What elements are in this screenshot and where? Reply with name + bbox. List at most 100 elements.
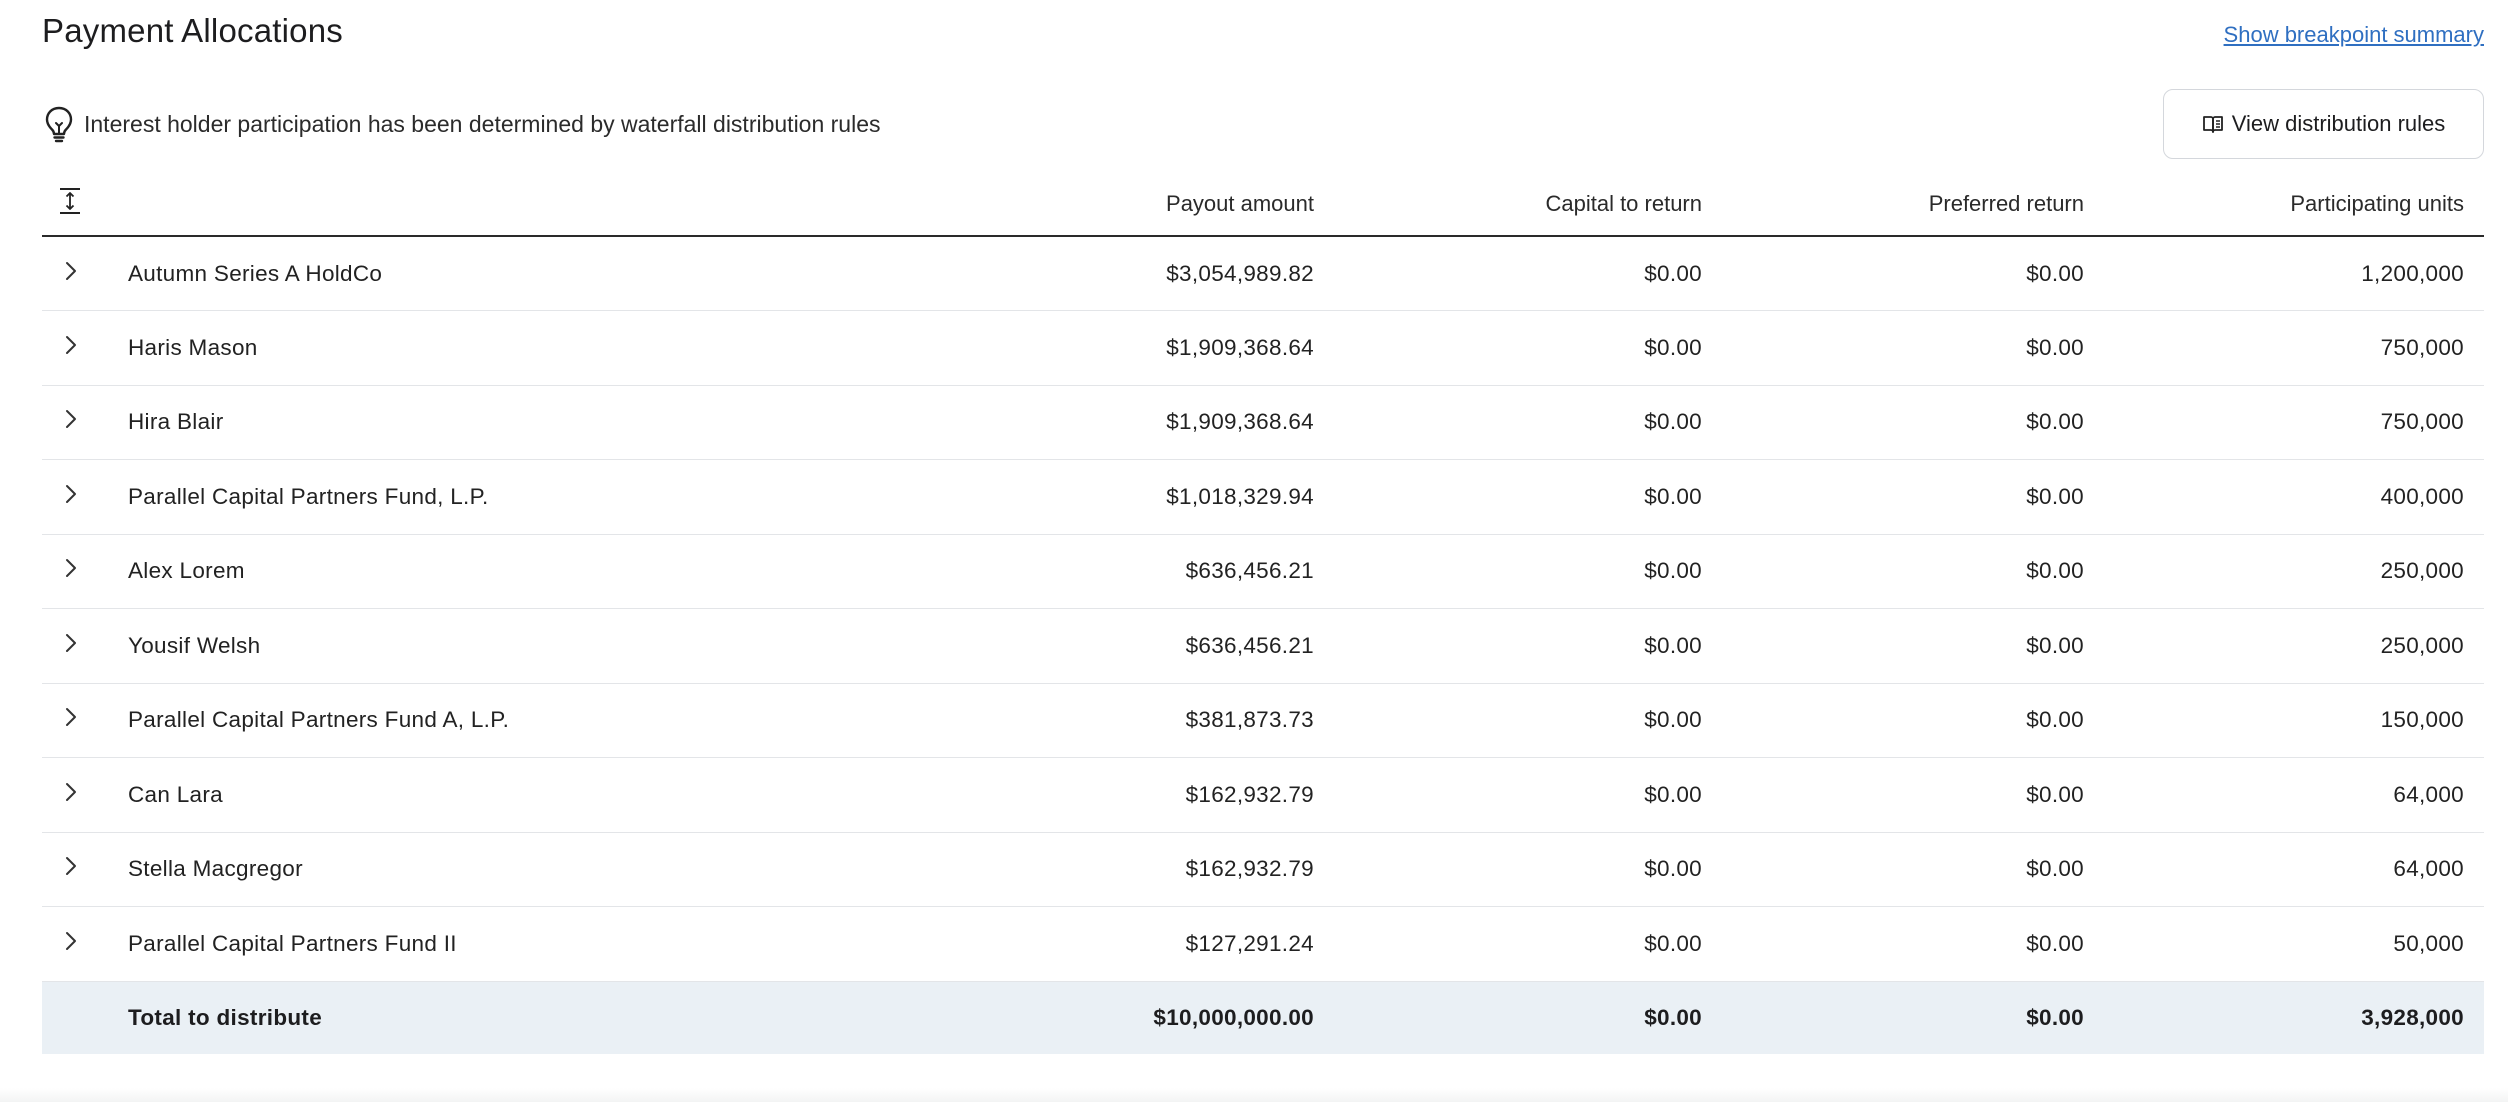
holder-name: Parallel Capital Partners Fund II: [128, 906, 828, 982]
row-expand-cell: [42, 906, 128, 982]
preferred-return: $0.00: [1702, 832, 2084, 907]
row-expand-cell: [42, 608, 128, 684]
payout-amount: $636,456.21: [828, 534, 1314, 609]
holder-name: Autumn Series A HoldCo: [128, 236, 828, 311]
payout-amount: $381,873.73: [828, 683, 1314, 758]
payout-column-header[interactable]: Payout amount: [828, 173, 1314, 237]
capital-to-return: $0.00: [1314, 832, 1702, 907]
row-expand-cell: [42, 310, 128, 386]
view-distribution-rules-button[interactable]: View distribution rules: [2163, 89, 2484, 159]
chevron-right-icon[interactable]: [63, 483, 79, 505]
preferred-return: $0.00: [1702, 608, 2084, 684]
capital-to-return: $0.00: [1314, 608, 1702, 684]
participating-units: 150,000: [2084, 683, 2484, 758]
payout-amount: $1,909,368.64: [828, 385, 1314, 460]
holder-name: Can Lara: [128, 757, 828, 833]
holder-name: Hira Blair: [128, 385, 828, 460]
holder-name: Parallel Capital Partners Fund, L.P.: [128, 459, 828, 535]
row-expand-cell: [42, 236, 128, 311]
preferred-return: $0.00: [1702, 236, 2084, 311]
table-row[interactable]: Parallel Capital Partners Fund II $127,29…: [42, 906, 2484, 982]
participating-units: 50,000: [2084, 906, 2484, 982]
participating-units: 1,200,000: [2084, 236, 2484, 311]
info-message: Interest holder participation has been d…: [42, 105, 881, 143]
holder-name: Stella Macgregor: [128, 832, 828, 907]
payout-amount: $1,909,368.64: [828, 310, 1314, 386]
total-preferred: $0.00: [1702, 981, 2084, 1054]
preferred-return: $0.00: [1702, 534, 2084, 609]
chevron-right-icon[interactable]: [63, 855, 79, 877]
total-label: Total to distribute: [128, 981, 828, 1054]
table-row[interactable]: Hira Blair $1,909,368.64 $0.00 $0.00 750,000: [42, 385, 2484, 460]
holder-name: Yousif Welsh: [128, 608, 828, 684]
row-expand-cell: [42, 757, 128, 833]
participating-units: 750,000: [2084, 310, 2484, 386]
row-expand-cell: [42, 385, 128, 460]
lightbulb-icon: [42, 105, 76, 143]
table-row[interactable]: Autumn Series A HoldCo $3,054,989.82 $0.00…: [42, 236, 2484, 311]
preferred-return: $0.00: [1702, 310, 2084, 386]
preferred-return: $0.00: [1702, 385, 2084, 460]
payout-amount: $127,291.24: [828, 906, 1314, 982]
info-text: Interest holder participation has been d…: [84, 110, 881, 137]
total-capital: $0.00: [1314, 981, 1702, 1054]
payout-amount: $162,932.79: [828, 832, 1314, 907]
payout-amount: $162,932.79: [828, 757, 1314, 833]
total-row: Total to distribute $10,000,000.00 $0.00…: [42, 981, 2484, 1054]
chevron-right-icon[interactable]: [63, 632, 79, 654]
chevron-right-icon[interactable]: [63, 706, 79, 728]
capital-to-return: $0.00: [1314, 757, 1702, 833]
participating-units: 64,000: [2084, 757, 2484, 833]
total-units: 3,928,000: [2084, 981, 2484, 1054]
total-payout: $10,000,000.00: [828, 981, 1314, 1054]
capital-to-return: $0.00: [1314, 459, 1702, 535]
payout-amount: $3,054,989.82: [828, 236, 1314, 311]
table-header-row: Payout amount Capital to return Preferre…: [42, 173, 2484, 237]
holder-name: Haris Mason: [128, 310, 828, 386]
chevron-right-icon[interactable]: [63, 408, 79, 430]
chevron-right-icon[interactable]: [63, 260, 79, 282]
payout-amount: $636,456.21: [828, 608, 1314, 684]
chevron-right-icon[interactable]: [63, 930, 79, 952]
table-row[interactable]: Stella Macgregor $162,932.79 $0.00 $0.00 64,…: [42, 832, 2484, 907]
view-distribution-rules-label: View distribution rules: [2231, 111, 2446, 136]
preferred-return: $0.00: [1702, 757, 2084, 833]
table-row[interactable]: Parallel Capital Partners Fund A, L.P. $3…: [42, 683, 2484, 758]
total-spacer: [42, 981, 128, 1054]
section-header: Payment Allocations Show breakpoint summ…: [42, 0, 2484, 75]
capital-to-return: $0.00: [1314, 236, 1702, 311]
capital-to-return: $0.00: [1314, 310, 1702, 386]
preferred-column-header[interactable]: Preferred return: [1702, 173, 2084, 237]
chevron-right-icon[interactable]: [63, 334, 79, 356]
participating-units: 64,000: [2084, 832, 2484, 907]
preferred-return: $0.00: [1702, 906, 2084, 982]
preferred-return: $0.00: [1702, 459, 2084, 535]
table-row[interactable]: Yousif Welsh $636,456.21 $0.00 $0.00 250,000: [42, 608, 2484, 684]
participating-units: 250,000: [2084, 608, 2484, 684]
table-row[interactable]: Parallel Capital Partners Fund, L.P. $1,0…: [42, 459, 2484, 535]
capital-to-return: $0.00: [1314, 385, 1702, 460]
payout-amount: $1,018,329.94: [828, 459, 1314, 535]
expand-collapse-icon[interactable]: [57, 186, 83, 216]
table-row[interactable]: Can Lara $162,932.79 $0.00 $0.00 64,000: [42, 757, 2484, 833]
row-expand-cell: [42, 534, 128, 609]
chevron-right-icon[interactable]: [63, 781, 79, 803]
chevron-right-icon[interactable]: [63, 557, 79, 579]
show-breakpoint-summary-link[interactable]: Show breakpoint summary: [2223, 22, 2484, 47]
name-column-header: [128, 173, 828, 237]
capital-column-header[interactable]: Capital to return: [1314, 173, 1702, 237]
bottom-fade: [0, 1088, 2508, 1102]
row-expand-cell: [42, 459, 128, 535]
units-column-header[interactable]: Participating units: [2084, 173, 2484, 237]
capital-to-return: $0.00: [1314, 534, 1702, 609]
capital-to-return: $0.00: [1314, 906, 1702, 982]
participating-units: 400,000: [2084, 459, 2484, 535]
table-row[interactable]: Alex Lorem $636,456.21 $0.00 $0.00 250,000: [42, 534, 2484, 609]
page-title: Payment Allocations: [42, 12, 343, 49]
allocations-table: Payout amount Capital to return Preferre…: [42, 173, 2484, 1054]
table-row[interactable]: Haris Mason $1,909,368.64 $0.00 $0.00 750,00…: [42, 310, 2484, 386]
capital-to-return: $0.00: [1314, 683, 1702, 758]
preferred-return: $0.00: [1702, 683, 2084, 758]
participating-units: 250,000: [2084, 534, 2484, 609]
